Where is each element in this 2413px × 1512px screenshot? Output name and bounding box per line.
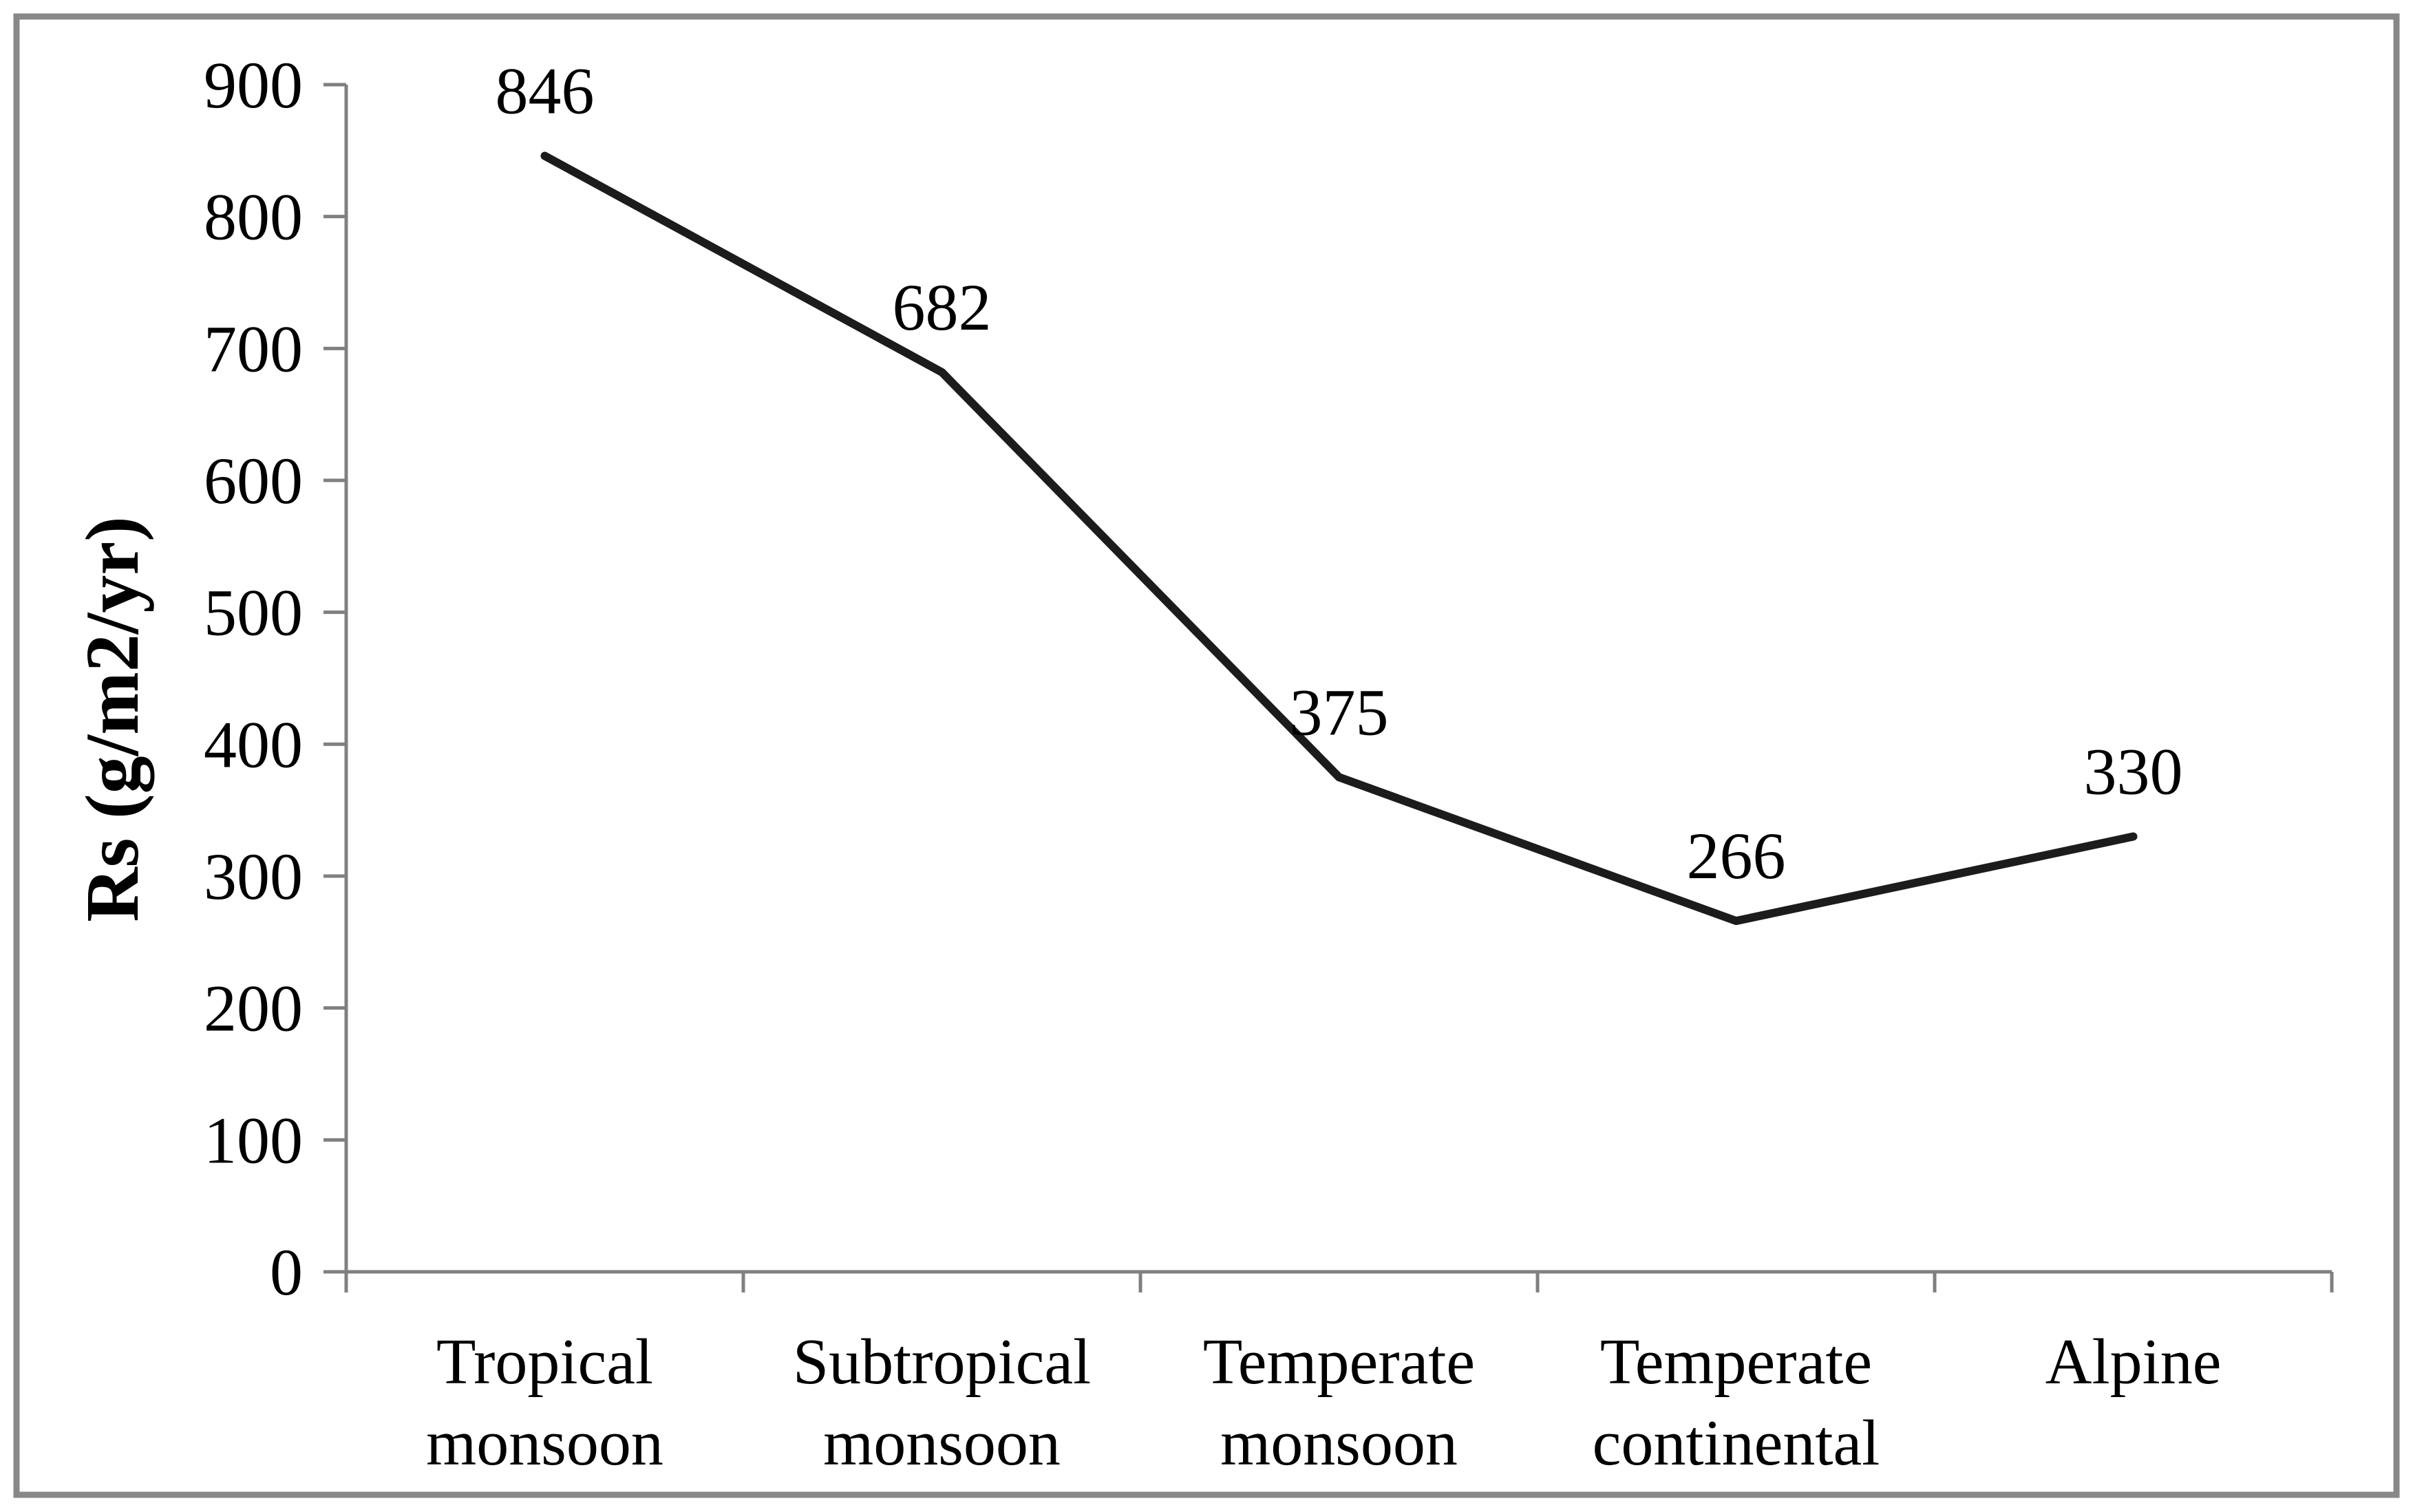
data-labels: 846 682 375 266 330 — [496, 54, 2183, 893]
data-point-label: 375 — [1290, 675, 1389, 749]
category-label: Alpine — [2045, 1326, 2222, 1398]
chart-border — [13, 13, 2400, 1498]
category-label-line: monsoon — [426, 1407, 663, 1479]
y-tick-label: 600 — [204, 444, 303, 518]
data-point-label: 330 — [2084, 735, 2183, 809]
category-label: Subtropical monsoon — [793, 1326, 1091, 1479]
category-label-line: Tropical — [436, 1326, 653, 1398]
x-axis-ticks — [344, 1272, 2334, 1292]
y-tick-label: 300 — [204, 840, 303, 913]
data-line — [540, 151, 2138, 926]
data-series — [540, 151, 2138, 926]
category-label-line: monsoon — [1220, 1407, 1458, 1479]
category-label-line: monsoon — [823, 1407, 1061, 1479]
data-point-label: 266 — [1687, 819, 1786, 893]
y-axis-ticks — [323, 83, 346, 1274]
data-point-label: 682 — [893, 270, 992, 344]
y-axis-tick-labels: 0 100 200 300 400 500 600 700 800 900 — [204, 48, 303, 1309]
category-label: Tropical monsoon — [426, 1326, 663, 1479]
category-label-line: continental — [1593, 1407, 1880, 1479]
category-label-line: Temperate — [1203, 1326, 1475, 1398]
y-tick-label: 200 — [204, 972, 303, 1045]
y-axis-title: Rs (g/m2/yr) — [70, 516, 154, 922]
y-tick-label: 400 — [204, 707, 303, 781]
y-tick-label: 900 — [204, 48, 303, 122]
category-label: Temperate monsoon — [1203, 1326, 1475, 1479]
y-tick-label: 0 — [270, 1235, 303, 1309]
y-tick-label: 100 — [204, 1103, 303, 1177]
category-label-line: Subtropical — [793, 1326, 1091, 1398]
category-label: Temperate continental — [1593, 1326, 1880, 1479]
category-label-line: Temperate — [1600, 1326, 1872, 1398]
data-point-label: 846 — [496, 54, 595, 128]
y-tick-label: 500 — [204, 576, 303, 650]
category-label-line: Alpine — [2045, 1326, 2222, 1398]
y-tick-label: 700 — [204, 312, 303, 385]
y-tick-label: 800 — [204, 180, 303, 254]
